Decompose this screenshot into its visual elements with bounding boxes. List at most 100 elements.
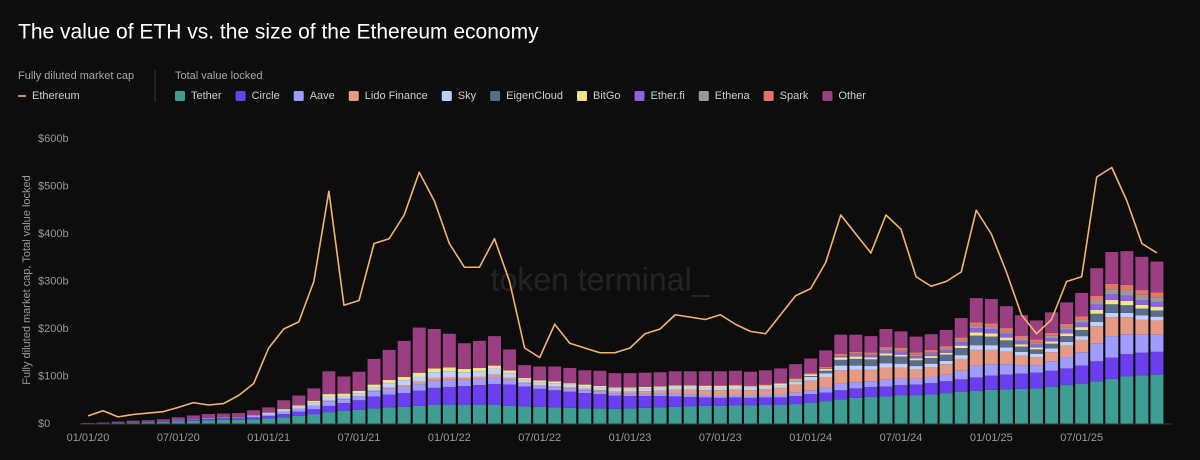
bar-segment: [819, 370, 833, 374]
bar-segment: [743, 386, 757, 388]
bar-segment: [171, 417, 185, 420]
bar-segment: [894, 350, 908, 352]
bar-segment: [774, 382, 788, 384]
bar-segment: [683, 396, 697, 407]
bar-segment: [819, 392, 833, 402]
bar-segment: [488, 405, 501, 424]
bar-segment: [1150, 316, 1164, 321]
bar-segment: [638, 407, 652, 424]
bar-segment: [849, 388, 863, 398]
bar-segment: [518, 377, 532, 380]
bar-segment: [563, 387, 577, 389]
bar-segment: [623, 373, 637, 388]
bar-segment: [1014, 365, 1028, 374]
bar-segment: [578, 386, 592, 389]
bar-segment: [1030, 349, 1043, 354]
bar-segment: [563, 388, 577, 392]
bar-segment: [1090, 295, 1104, 301]
x-tick-label: 01/01/25: [970, 432, 1013, 444]
bar-segment: [653, 372, 667, 387]
bar-segment: [909, 366, 923, 370]
bar-segment: [984, 323, 998, 327]
bar-segment: [1105, 300, 1119, 305]
bar-segment: [548, 383, 562, 386]
bar-segment: [999, 306, 1013, 329]
bar-segment: [427, 377, 441, 381]
bar-segment: [367, 358, 381, 385]
bar-segment: [683, 389, 697, 395]
bar-segment: [999, 389, 1013, 424]
bar-segment: [1135, 304, 1149, 309]
bar-segment: [217, 413, 230, 418]
bar-segment: [1090, 321, 1104, 327]
bar-segment: [789, 404, 803, 424]
bar-segment: [638, 393, 652, 396]
bar-segment: [412, 376, 426, 382]
bar-segment: [1014, 344, 1028, 347]
bar-segment: [804, 376, 818, 377]
bar-segment: [984, 333, 998, 337]
bar-segment: [1014, 351, 1028, 356]
bar-segment: [819, 368, 833, 371]
bar-segment: [503, 373, 517, 378]
bar-segment: [578, 390, 592, 394]
bar-segment: [984, 349, 998, 365]
bar-segment: [412, 390, 426, 406]
bar-segment: [1120, 317, 1134, 335]
bar-segment: [969, 325, 983, 329]
bar-segment: [939, 354, 953, 361]
bar-segment: [789, 364, 803, 379]
bar-segment: [969, 328, 983, 333]
bar-segment: [262, 415, 276, 419]
bar-segment: [397, 406, 411, 424]
bar-segment: [1075, 327, 1089, 330]
bar-segment: [292, 405, 306, 407]
bar-segment: [909, 356, 923, 359]
bar-segment: [668, 385, 682, 387]
bar-segment: [322, 371, 336, 395]
bar-segment: [969, 322, 983, 326]
bar-segment: [1030, 365, 1043, 373]
bar-segment: [728, 385, 742, 387]
bar-segment: [864, 357, 878, 360]
bar-segment: [382, 379, 396, 384]
bar-segment: [277, 408, 291, 410]
bar-segment: [1075, 383, 1089, 424]
bar-segment: [563, 367, 577, 384]
bar-segment: [683, 406, 697, 424]
bar-segment: [1075, 336, 1089, 340]
bar-segment: [1030, 388, 1043, 424]
bar-segment: [864, 359, 878, 367]
bar-segment: [864, 386, 878, 397]
bar-segment: [533, 385, 547, 386]
bar-segment: [292, 406, 306, 409]
bar-segment: [759, 386, 772, 390]
bar-segment: [879, 363, 893, 368]
bar-segment: [924, 363, 938, 367]
bar-segment: [472, 378, 486, 386]
bar-segment: [126, 422, 140, 424]
bar-segment: [623, 387, 637, 389]
bar-segment: [999, 333, 1013, 338]
bar-segment: [1135, 294, 1149, 301]
bar-segment: [1014, 340, 1028, 345]
bar-segment: [277, 409, 291, 412]
bar-segment: [864, 366, 878, 370]
bar-segment: [503, 377, 517, 380]
bar-segment: [1120, 305, 1134, 313]
bar-segment: [307, 414, 321, 424]
bar-segment: [608, 391, 622, 394]
bar-segment: [834, 359, 848, 366]
bar-segment: [924, 394, 938, 424]
bar-segment: [849, 382, 863, 389]
bar-segment: [804, 380, 818, 391]
bar-segment: [774, 387, 788, 395]
bar-segment: [954, 345, 968, 348]
bar-segment: [307, 405, 321, 410]
bar-segment: [1090, 304, 1104, 310]
bar-segment: [969, 345, 983, 350]
legend-label: Tether: [191, 90, 222, 102]
x-tick-label: 01/01/23: [609, 432, 652, 444]
y-tick-label: $0: [38, 418, 50, 430]
bar-segment: [789, 395, 803, 405]
